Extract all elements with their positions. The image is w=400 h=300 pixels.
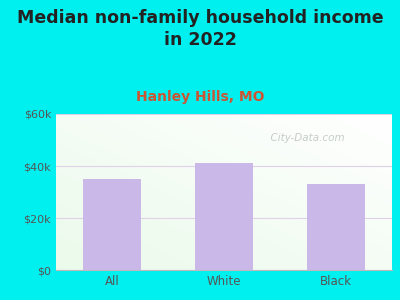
Text: Hanley Hills, MO: Hanley Hills, MO <box>136 90 264 104</box>
Bar <box>83 179 141 270</box>
Text: Median non-family household income
in 2022: Median non-family household income in 20… <box>17 9 383 49</box>
Bar <box>195 164 253 270</box>
Bar <box>307 184 365 270</box>
Text: City-Data.com: City-Data.com <box>264 133 345 143</box>
